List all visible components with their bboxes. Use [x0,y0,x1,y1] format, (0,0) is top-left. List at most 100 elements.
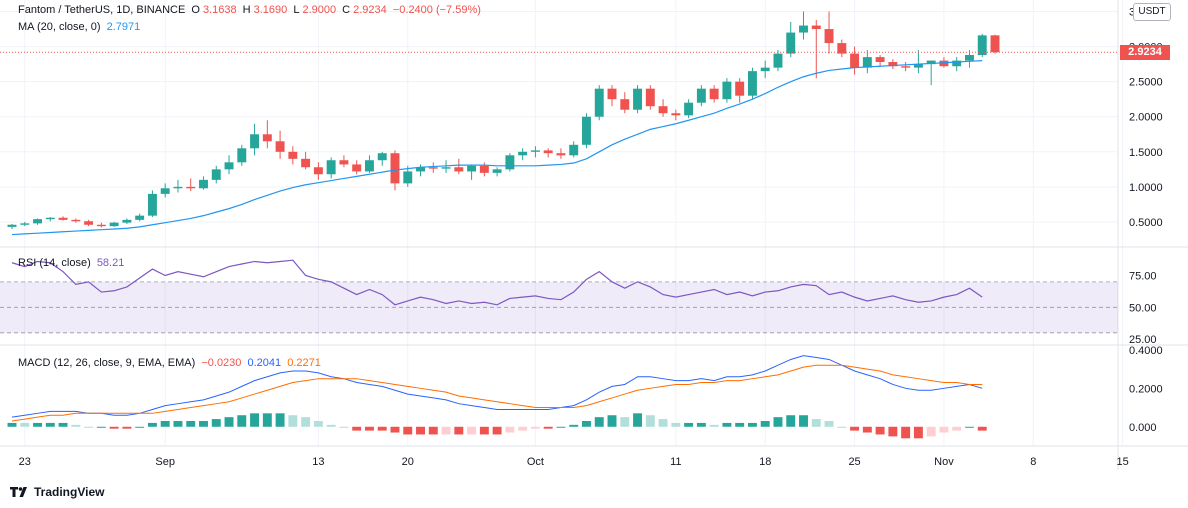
currency-badge[interactable]: USDT [1133,3,1171,21]
macd-histogram-bar [901,426,911,439]
candle-body [301,158,311,168]
candle-body [33,219,43,224]
macd-histogram-bar [799,415,808,427]
macd-histogram-bar [135,426,145,428]
candle-body [888,62,898,67]
candle-body [288,151,298,159]
price-axis-tick: 2.0000 [1129,112,1163,124]
macd-histogram-bar [403,426,413,435]
open-label: O [191,4,200,16]
x-axis-tick: 8 [1030,456,1036,468]
candles [7,11,1000,229]
open-value: 3.1638 [202,4,237,16]
candle-body [173,186,183,189]
macd-legend[interactable]: MACD (12, 26, close, 9, EMA, EMA) −0.023… [18,356,324,370]
candle-body [530,150,540,152]
macd-signal-value: 0.2271 [287,357,321,369]
macd-histogram-bar [594,417,604,427]
rsi-axis-tick: 75.00 [1129,270,1157,282]
x-axis-tick: 13 [312,456,324,468]
macd-axis-tick: 0.000 [1129,422,1157,434]
candle-body [862,57,872,68]
candle-body [837,43,847,54]
macd-histogram-bar [199,421,208,427]
candle-body [875,57,885,63]
macd-histogram-bar [658,419,668,427]
candle-body [709,88,719,100]
macd-histogram-bar [416,426,425,435]
candle-body [799,25,808,33]
ma-value: 2.7971 [106,21,141,33]
candle-body [594,88,604,117]
candle-body [952,60,962,67]
macd-histogram [7,413,987,439]
macd-histogram-bar [735,422,745,427]
x-axis-tick: 23 [19,456,31,468]
macd-histogram-bar [377,426,387,431]
candle-body [250,134,260,149]
candle-body [747,71,757,96]
ma-legend[interactable]: MA (20, close, 0) 2.7971 [18,20,143,34]
brand[interactable]: TradingView [10,485,104,499]
candle-body [926,60,936,65]
candle-body [467,165,477,172]
candle-body [722,81,732,100]
low-label: L [293,4,300,16]
last-price-badge: 2.9234 [1120,45,1170,61]
macd-histogram-bar [301,417,311,427]
macd-histogram-bar [173,421,183,427]
rsi-legend[interactable]: RSI (14, close) 58.21 [18,256,127,270]
x-axis-tick: 20 [402,456,414,468]
candle-body [696,88,706,103]
signal-line [11,364,983,422]
macd-histogram-bar [122,426,132,429]
candle-body [977,35,987,55]
low-value: 2.9000 [302,4,337,16]
macd-histogram-bar [556,426,566,428]
rsi-line [11,259,983,306]
macd-histogram-bar [964,426,974,428]
candle-body [237,148,247,163]
macd-histogram-bar [671,422,681,427]
candle-body [339,160,349,165]
candle-body [569,144,579,156]
macd-histogram-bar [390,426,400,433]
macd-histogram-bar [33,422,43,427]
pane-separators[interactable] [0,0,1188,470]
rsi-value: 58.21 [96,257,125,269]
macd-lines [11,355,983,422]
macd-histogram-bar [760,421,770,427]
macd-axis-tick: 0.2000 [1129,383,1163,395]
macd-histogram-bar [313,421,323,427]
candle-body [492,169,502,173]
candle-body [811,25,821,30]
macd-histogram-bar [237,415,247,427]
candle-body [913,64,923,68]
x-axis-tick: 25 [848,456,860,468]
candle-body [352,164,362,172]
x-axis-labels[interactable]: 23 Sep 13 20 Oct 11 18 25 Nov 8 15 [19,456,1129,468]
x-axis-tick: 18 [759,456,771,468]
macd-histogram-bar [58,422,68,427]
macd-histogram-bar [939,426,949,433]
candle-body [786,32,796,54]
price-legend: Fantom / TetherUS, 1D, BINANCE O 3.1638 H… [18,3,484,17]
macd-histogram-bar [952,426,962,431]
candle-body [645,88,655,107]
macd-histogram-bar [747,422,757,427]
candle-body [901,66,911,68]
macd-histogram-bar [926,426,936,437]
symbol-title[interactable]: Fantom / TetherUS, 1D, BINANCE [18,4,186,16]
candle-body [224,162,234,170]
macd-histogram-bar [147,422,157,427]
y-axis-labels[interactable]: 0.50001.00001.50002.00002.50003.00003.50… [1129,7,1163,434]
high-value: 3.1690 [253,4,288,16]
macd-histogram-bar [326,424,336,427]
macd-histogram-bar [684,422,694,427]
close-value: 2.9234 [353,4,387,16]
grid-lines [0,0,1124,446]
macd-histogram-bar [250,413,260,427]
candle-body [7,224,17,227]
macd-histogram-bar [71,424,81,427]
